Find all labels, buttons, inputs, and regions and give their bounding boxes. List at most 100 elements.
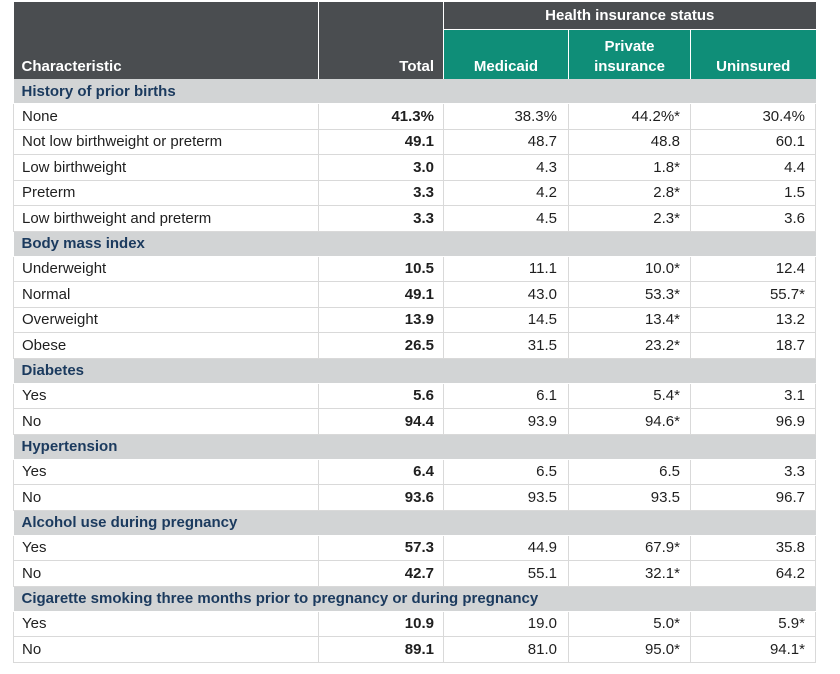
table-row: Obese 26.5 31.5 23.2* 18.7 — [13, 332, 816, 359]
total-cell: 49.1 — [318, 281, 444, 308]
table-row: Underweight 10.5 11.1 10.0* 12.4 — [13, 256, 816, 282]
row-label-cell: No — [13, 408, 319, 435]
medicaid-cell: 31.5 — [443, 332, 569, 359]
medicaid-cell: 48.7 — [443, 129, 569, 155]
private-insurance-cell: 48.8 — [568, 129, 691, 155]
table-row: Yes 5.6 6.1 5.4* 3.1 — [13, 383, 816, 409]
table-row: Yes 6.4 6.5 6.5 3.3 — [13, 459, 816, 485]
section-header-row: History of prior births — [13, 79, 816, 104]
row-label-cell: Preterm — [13, 180, 319, 206]
table-row: Preterm 3.3 4.2 2.8* 1.5 — [13, 180, 816, 206]
medicaid-cell: 93.9 — [443, 408, 569, 435]
uninsured-cell: 12.4 — [690, 256, 816, 282]
uninsured-cell: 4.4 — [690, 154, 816, 181]
total-cell: 26.5 — [318, 332, 444, 359]
total-cell: 41.3% — [318, 103, 444, 130]
private-insurance-cell: 6.5 — [568, 459, 691, 485]
medicaid-cell: 4.3 — [443, 154, 569, 181]
medicaid-cell: 38.3% — [443, 103, 569, 130]
private-insurance-cell: 93.5 — [568, 484, 691, 511]
table-header: Health insurance status Characteristic T… — [13, 2, 816, 79]
uninsured-cell: 64.2 — [690, 560, 816, 587]
medicaid-cell: 6.5 — [443, 459, 569, 485]
medicaid-cell: 6.1 — [443, 383, 569, 409]
medicaid-cell: 81.0 — [443, 636, 569, 663]
uninsured-cell: 60.1 — [690, 129, 816, 155]
uninsured-cell: 5.9* — [690, 611, 816, 637]
table-body: History of prior births None 41.3% 38.3% 44.… — [13, 79, 816, 663]
section-title: History of prior births — [13, 79, 816, 104]
table-row: None 41.3% 38.3% 44.2%* 30.4% — [13, 103, 816, 130]
private-insurance-cell: 67.9* — [568, 535, 691, 561]
private-insurance-cell: 2.8* — [568, 180, 691, 206]
row-label-cell: Normal — [13, 281, 319, 308]
total-cell: 89.1 — [318, 636, 444, 663]
private-insurance-cell: 95.0* — [568, 636, 691, 663]
total-cell: 5.6 — [318, 383, 444, 409]
row-label-cell: Obese — [13, 332, 319, 359]
column-header-uninsured: Uninsured — [690, 29, 816, 79]
medicaid-cell: 19.0 — [443, 611, 569, 637]
uninsured-cell: 94.1* — [690, 636, 816, 663]
uninsured-cell: 1.5 — [690, 180, 816, 206]
medicaid-cell: 4.2 — [443, 180, 569, 206]
column-header-private-insurance: Private insurance — [568, 29, 691, 79]
total-cell: 49.1 — [318, 129, 444, 155]
table-row: No 94.4 93.9 94.6* 96.9 — [13, 408, 816, 435]
medicaid-cell: 43.0 — [443, 281, 569, 308]
table-row: Normal 49.1 43.0 53.3* 55.7* — [13, 281, 816, 308]
medicaid-cell: 44.9 — [443, 535, 569, 561]
row-label-cell: No — [13, 636, 319, 663]
uninsured-cell: 13.2 — [690, 307, 816, 333]
total-cell: 42.7 — [318, 560, 444, 587]
total-cell: 57.3 — [318, 535, 444, 561]
total-cell: 3.0 — [318, 154, 444, 181]
header-spacer-characteristic — [13, 2, 319, 30]
row-label-cell: No — [13, 484, 319, 511]
health-insurance-status-header: Health insurance status — [443, 2, 816, 30]
table-row: No 42.7 55.1 32.1* 64.2 — [13, 560, 816, 587]
uninsured-cell: 30.4% — [690, 103, 816, 130]
private-insurance-cell: 2.3* — [568, 205, 691, 232]
private-insurance-cell: 23.2* — [568, 332, 691, 359]
health-insurance-table: Health insurance status Characteristic T… — [13, 2, 816, 663]
private-insurance-cell: 10.0* — [568, 256, 691, 282]
table-row: No 93.6 93.5 93.5 96.7 — [13, 484, 816, 511]
row-label-cell: None — [13, 103, 319, 130]
uninsured-cell: 96.7 — [690, 484, 816, 511]
uninsured-cell: 35.8 — [690, 535, 816, 561]
row-label-cell: Overweight — [13, 307, 319, 333]
total-cell: 10.9 — [318, 611, 444, 637]
total-cell: 10.5 — [318, 256, 444, 282]
total-cell: 94.4 — [318, 408, 444, 435]
private-insurance-cell: 5.0* — [568, 611, 691, 637]
section-header-row: Hypertension — [13, 434, 816, 460]
private-insurance-cell: 44.2%* — [568, 103, 691, 130]
section-header-row: Body mass index — [13, 231, 816, 257]
table-row: Overweight 13.9 14.5 13.4* 13.2 — [13, 307, 816, 333]
total-cell: 13.9 — [318, 307, 444, 333]
medicaid-cell: 4.5 — [443, 205, 569, 232]
row-label-cell: Low birthweight — [13, 154, 319, 181]
section-title: Body mass index — [13, 231, 816, 257]
table-row: Low birthweight 3.0 4.3 1.8* 4.4 — [13, 154, 816, 181]
row-label-cell: Underweight — [13, 256, 319, 282]
uninsured-cell: 18.7 — [690, 332, 816, 359]
column-header-total: Total — [318, 29, 444, 79]
row-label-cell: Low birthweight and preterm — [13, 205, 319, 232]
section-header-row: Alcohol use during pregnancy — [13, 510, 816, 536]
private-insurance-cell: 5.4* — [568, 383, 691, 409]
uninsured-cell: 96.9 — [690, 408, 816, 435]
medicaid-cell: 93.5 — [443, 484, 569, 511]
total-cell: 6.4 — [318, 459, 444, 485]
column-header-medicaid: Medicaid — [443, 29, 569, 79]
total-cell: 3.3 — [318, 205, 444, 232]
section-title: Alcohol use during pregnancy — [13, 510, 816, 536]
row-label-cell: Yes — [13, 535, 319, 561]
table-row: No 89.1 81.0 95.0* 94.1* — [13, 636, 816, 663]
row-label-cell: Yes — [13, 459, 319, 485]
total-cell: 3.3 — [318, 180, 444, 206]
header-spacer-total — [318, 2, 444, 30]
uninsured-cell: 3.3 — [690, 459, 816, 485]
medicaid-cell: 14.5 — [443, 307, 569, 333]
